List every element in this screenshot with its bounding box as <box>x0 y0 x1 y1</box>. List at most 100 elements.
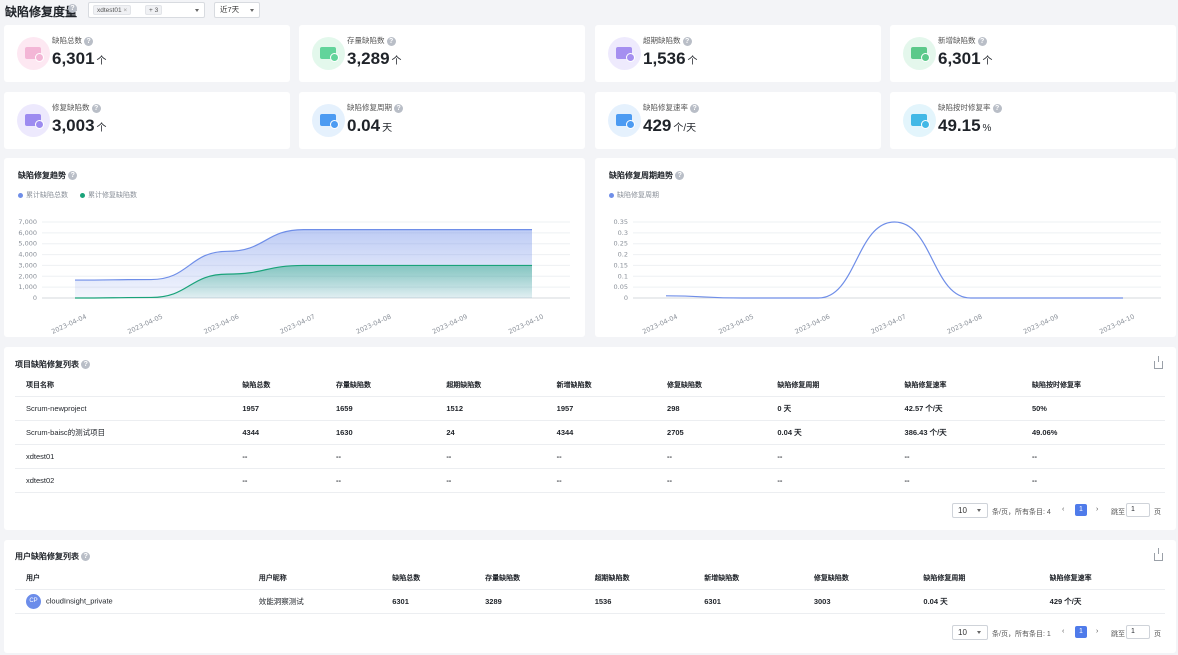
y-tick-label: 0.25 <box>614 240 628 248</box>
table-cell: 429 个/天 <box>1038 589 1165 614</box>
defect-new-icon <box>903 37 936 70</box>
legend-item[interactable]: 累计缺陷总数 <box>18 192 68 199</box>
x-tick-label: 2023-04-09 <box>431 313 469 336</box>
table-cell: 0.04 天 <box>912 589 1039 614</box>
project-table: 项目名称 缺陷总数 存量缺陷数 超期缺陷数 新增缺陷数 修复缺陷数 缺陷修复周期 缺陷修复速率… <box>15 374 1165 493</box>
close-icon[interactable]: × <box>123 7 128 14</box>
legend-dot-icon <box>18 192 23 198</box>
table-cell: -- <box>766 444 894 469</box>
next-page-icon[interactable]: › <box>1096 628 1099 635</box>
next-page-icon[interactable]: › <box>1096 506 1099 513</box>
table-cell: 效能洞察测试 <box>247 589 382 614</box>
table-cell: -- <box>324 444 436 469</box>
series-line <box>74 229 532 281</box>
y-tick-label: 0.1 <box>618 272 628 280</box>
table-cell: 1512 <box>435 396 546 421</box>
table-cell: 4344 <box>545 420 657 445</box>
repair-rate-icon <box>608 104 641 137</box>
x-tick-label: 2023-04-10 <box>507 313 545 336</box>
table-cell: -- <box>435 468 546 493</box>
help-icon[interactable]: ? <box>682 36 692 46</box>
repair-cycle-icon <box>312 104 345 137</box>
help-icon[interactable]: ? <box>386 36 396 46</box>
metric-unit: 个 <box>687 56 698 67</box>
x-tick-label: 2023-04-07 <box>870 313 908 336</box>
defect-total-icon <box>17 37 50 70</box>
table-cell: -- <box>324 468 436 493</box>
help-icon[interactable]: ? <box>992 103 1002 113</box>
metric-value: 3,003 个 <box>52 116 107 135</box>
y-tick-label: 3,000 <box>18 261 37 269</box>
help-icon[interactable]: ? <box>91 103 101 113</box>
help-icon[interactable]: ? <box>81 552 91 562</box>
table-row: xdtest02 -- -- -- -- -- -- -- -- <box>15 468 1165 493</box>
column-header: 超期缺陷数 <box>435 374 546 397</box>
defect-stock-icon <box>312 37 345 70</box>
help-icon[interactable]: ? <box>81 360 91 370</box>
help-icon[interactable]: ? <box>394 103 404 113</box>
metric-card: 超期缺陷数 ? 1,536 个 <box>595 25 881 82</box>
page-number-button[interactable]: 1 <box>1075 504 1087 516</box>
y-tick-label: 0 <box>33 294 37 302</box>
metric-value: 6,301 个 <box>52 49 107 68</box>
x-tick-label: 2023-04-05 <box>126 313 164 336</box>
goto-label: 跳至 <box>1111 509 1125 516</box>
metric-label: 缺陷按时修复率 ? <box>938 102 1002 113</box>
y-tick-label: 1,000 <box>18 283 37 291</box>
ontime-rate-icon <box>903 104 936 137</box>
column-header: 存量缺陷数 <box>474 567 584 590</box>
project-filter-select[interactable]: xdtest01 × + 3 <box>88 2 205 18</box>
help-icon[interactable]: ? <box>977 36 987 46</box>
cycle-trend-panel: 缺陷修复周期趋势 ? 缺陷修复周期 0 0.05 0.1 0.15 0.2 0.25 0.3… <box>595 158 1176 337</box>
table-cell: 1659 <box>324 396 436 421</box>
table-cell: 0 天 <box>766 396 894 421</box>
cycle-chart: 0 0.05 0.1 0.15 0.2 0.25 0.3 0.35 2023-04-04 2023… <box>614 218 1161 336</box>
project-table-panel: 项目缺陷修复列表 ? 项目名称 缺陷总数 存量缺陷数 超期缺陷数 新增缺陷数 修复缺陷数缺… <box>4 347 1176 530</box>
table-cell: xdtest01 <box>15 444 232 469</box>
y-tick-label: 0.05 <box>614 283 628 291</box>
panel-title: 缺陷修复趋势 <box>18 171 66 180</box>
download-icon[interactable] <box>1154 548 1163 561</box>
legend-item[interactable]: 累计修复缺陷数 <box>79 192 137 199</box>
help-icon[interactable]: ? <box>84 36 94 46</box>
legend-item[interactable]: 缺陷修复周期 <box>609 192 659 199</box>
x-tick-label: 2023-04-09 <box>1022 313 1060 336</box>
metric-label: 缺陷修复速率 ? <box>643 102 700 113</box>
metric-label: 修复缺陷数 ? <box>52 102 101 113</box>
metric-value: 3,289 个 <box>347 49 402 68</box>
prev-page-icon[interactable]: ‹ <box>1062 628 1065 635</box>
help-icon[interactable]: ? <box>690 103 700 113</box>
page-size-select[interactable]: 10 <box>952 625 988 640</box>
table-cell: xdtest02 <box>15 468 232 493</box>
goto-page-input[interactable]: 1 <box>1126 503 1150 517</box>
download-icon[interactable] <box>1154 356 1163 369</box>
column-header: 缺陷修复速率 <box>893 374 1021 397</box>
metric-value: 1,536 个 <box>643 49 698 68</box>
date-range-select[interactable]: 近7天 <box>214 2 260 18</box>
metric-card: 修复缺陷数 ? 3,003 个 <box>4 92 290 149</box>
metric-card: 缺陷按时修复率 ? 49.15% <box>890 92 1176 149</box>
page-number-button[interactable]: 1 <box>1075 626 1087 638</box>
metric-label: 超期缺陷数 ? <box>643 35 692 46</box>
table-cell: 2705 <box>656 420 767 445</box>
table-cell: -- <box>656 468 767 493</box>
metric-card: 缺陷修复周期 ? 0.04 天 <box>299 92 585 149</box>
help-icon[interactable]: ? <box>68 4 77 14</box>
table-row: Scrum-baisc的测试项目 4344 1630 24 4344 2705 0.04 天… <box>15 420 1165 445</box>
metric-value: 0.04 天 <box>347 116 393 135</box>
user-table: 用户 用户昵称 缺陷总数 存量缺陷数 超期缺陷数 新增缺陷数 修复缺陷数 缺陷修复周期 缺陷修复… <box>15 567 1165 614</box>
defect-overdue-icon <box>608 37 641 70</box>
x-tick-label: 2023-04-06 <box>203 313 241 336</box>
table-cell: 386.43 个/天 <box>893 420 1021 445</box>
x-tick-label: 2023-04-04 <box>50 313 88 336</box>
prev-page-icon[interactable]: ‹ <box>1062 506 1065 513</box>
y-tick-label: 0.15 <box>614 261 628 269</box>
y-tick-label: 0.2 <box>618 251 628 259</box>
goto-page-input[interactable]: 1 <box>1126 625 1150 639</box>
help-icon[interactable]: ? <box>675 171 685 181</box>
chevron-down-icon <box>977 631 981 634</box>
x-tick-label: 2023-04-10 <box>1098 313 1136 336</box>
table-cell: 6301 <box>693 589 803 614</box>
help-icon[interactable]: ? <box>68 171 78 181</box>
page-size-select[interactable]: 10 <box>952 503 988 518</box>
